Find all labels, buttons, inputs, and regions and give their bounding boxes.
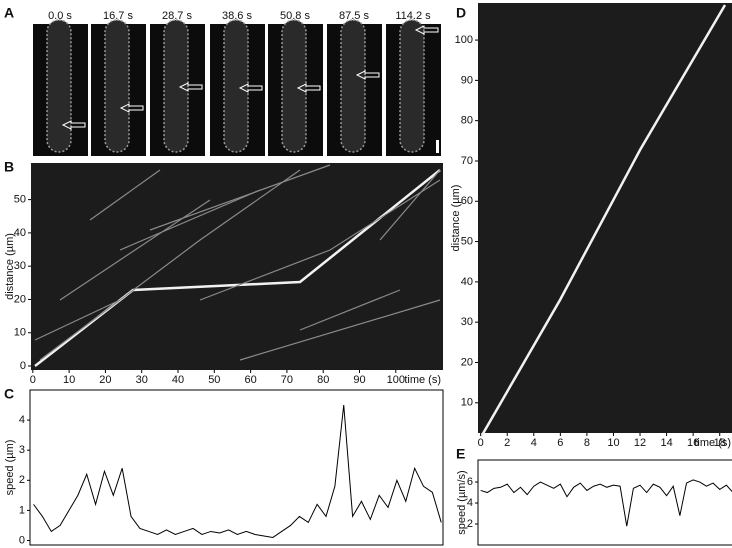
y-tick-label: 100 xyxy=(455,34,473,46)
x-tick-label: 70 xyxy=(281,374,293,386)
y-axis-label: distance (µm) xyxy=(4,233,16,300)
y-tick-label: 4 xyxy=(467,497,473,509)
arrow xyxy=(61,120,86,130)
x-axis-label: time (s) xyxy=(694,437,731,449)
streak xyxy=(119,189,261,251)
y-tick-label: 6 xyxy=(467,476,473,488)
panel-label: C xyxy=(4,386,14,402)
x-axis-label: time (s) xyxy=(404,374,441,386)
streak xyxy=(149,164,331,231)
speed-line xyxy=(480,479,732,527)
y-tick-label: 1 xyxy=(19,504,25,516)
time-label: 50.8 s xyxy=(280,10,310,22)
cell-outline xyxy=(104,19,130,153)
time-label: 28.7 s xyxy=(162,10,192,22)
x-tick-label: 90 xyxy=(353,374,365,386)
cell-outline xyxy=(163,19,189,153)
arrow xyxy=(178,82,203,92)
panel-label: D xyxy=(456,5,466,21)
time-label: 16.7 s xyxy=(103,10,133,22)
streak xyxy=(379,169,441,241)
kymograph-image xyxy=(31,163,443,370)
x-tick-label: 8 xyxy=(584,437,590,449)
y-tick-label: 40 xyxy=(461,276,473,288)
y-axis-label: speed (µm) xyxy=(4,440,16,496)
y-tick-label: 30 xyxy=(14,260,26,272)
x-tick-label: 80 xyxy=(317,374,329,386)
arrow xyxy=(414,25,439,35)
streak xyxy=(59,199,211,301)
y-tick-label: 0 xyxy=(19,534,25,546)
cell-outline xyxy=(399,19,425,153)
plot-frame xyxy=(477,459,732,546)
streak xyxy=(299,289,401,331)
x-tick-label: 14 xyxy=(660,437,672,449)
streak xyxy=(34,299,121,341)
time-label: 87.5 s xyxy=(339,10,369,22)
panel-label: B xyxy=(4,159,14,175)
time-label: 38.6 s xyxy=(222,10,252,22)
x-tick-label: 100 xyxy=(387,374,405,386)
streak xyxy=(479,4,727,438)
x-tick-label: 50 xyxy=(208,374,220,386)
scale-bar xyxy=(436,140,439,153)
y-tick-label: 30 xyxy=(461,316,473,328)
y-tick-label: 20 xyxy=(461,356,473,368)
y-tick-label: 70 xyxy=(461,155,473,167)
streak xyxy=(199,179,441,301)
y-tick-label: 50 xyxy=(461,235,473,247)
x-tick-label: 12 xyxy=(634,437,646,449)
streak xyxy=(89,169,161,221)
x-tick-label: 10 xyxy=(63,374,75,386)
y-tick-label: 3 xyxy=(19,444,25,456)
x-tick-label: 30 xyxy=(136,374,148,386)
x-tick-label: 16 xyxy=(687,437,699,449)
y-tick-label: 20 xyxy=(14,293,26,305)
time-label: 114.2 s xyxy=(395,10,431,22)
y-tick-label: 90 xyxy=(461,74,473,86)
cell-outline xyxy=(340,19,366,153)
streak xyxy=(34,169,441,367)
y-tick-label: 4 xyxy=(19,414,25,426)
y-tick-label: 50 xyxy=(14,194,26,206)
speed-line xyxy=(33,404,442,539)
x-tick-label: 4 xyxy=(531,437,537,449)
x-tick-label: 2 xyxy=(504,437,510,449)
y-tick-label: 0 xyxy=(20,360,26,372)
y-tick-label: 40 xyxy=(14,227,26,239)
streak xyxy=(39,169,301,361)
x-tick-label: 40 xyxy=(172,374,184,386)
y-tick-label: 10 xyxy=(461,397,473,409)
x-tick-label: 6 xyxy=(557,437,563,449)
arrow xyxy=(238,83,263,93)
y-tick-label: 80 xyxy=(461,115,473,127)
y-tick-label: 60 xyxy=(461,195,473,207)
arrow xyxy=(119,103,144,113)
y-tick-label: 10 xyxy=(14,327,26,339)
y-axis-label: speed (µm/s) xyxy=(456,470,468,534)
arrow xyxy=(296,83,321,93)
y-tick-label: 2 xyxy=(19,474,25,486)
panel-label: E xyxy=(456,446,465,462)
streak xyxy=(239,299,441,361)
cell-outline xyxy=(46,19,72,153)
time-label: 0.0 s xyxy=(48,10,72,22)
x-tick-label: 0 xyxy=(30,374,36,386)
plot-frame xyxy=(29,389,444,546)
x-tick-label: 20 xyxy=(99,374,111,386)
x-tick-label: 0 xyxy=(478,437,484,449)
x-tick-label: 60 xyxy=(244,374,256,386)
panel-label: A xyxy=(4,5,14,21)
y-axis-label: distance (µm) xyxy=(450,185,462,252)
y-tick-label: 2 xyxy=(467,518,473,530)
x-tick-label: 18 xyxy=(714,437,726,449)
arrow xyxy=(355,70,380,80)
x-tick-label: 10 xyxy=(607,437,619,449)
